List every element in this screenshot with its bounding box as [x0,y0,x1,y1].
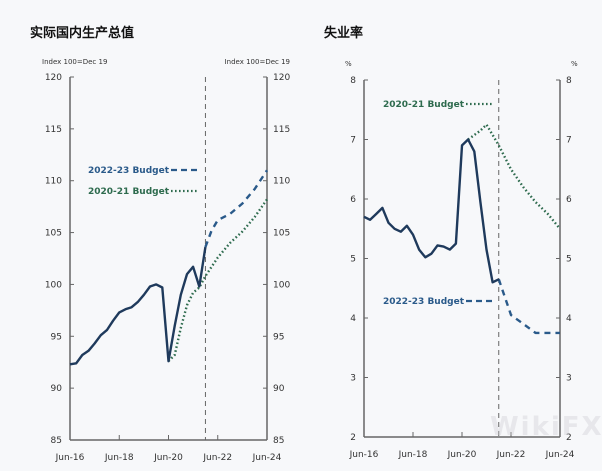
unemp-xtick-label: Jun-20 [447,450,477,460]
unemp-ytick-label-right: 4 [566,314,572,324]
gdp-xtick-label: Jun-22 [202,453,232,463]
unemp-ytick-label-left: 8 [350,76,356,86]
gdp-series-budget-2020 [167,198,268,363]
gdp-series-actual [69,246,207,366]
gdp-left-unit-label: Index 100=Dec 19 [42,58,107,66]
unemp-legend-label-budget-2022: 2022-23 Budget [383,297,465,307]
gdp-ytick-label-left: 110 [45,177,62,187]
gdp-ytick-label-left: 95 [51,332,62,342]
unemp-ytick-label-right: 6 [566,195,572,205]
gdp-chart-title: 实际国内生产总值 [30,26,135,41]
unemp-series-actual [363,138,500,284]
unemp-ytick-label-left: 5 [350,255,356,265]
unemp-ytick-label-right: 2 [566,433,572,443]
gdp-xtick-label: Jun-24 [252,453,282,463]
gdp-right-unit-label: Index 100=Dec 19 [225,58,290,66]
unemp-left-unit-label: % [345,60,352,68]
gdp-ytick-label-right: 115 [273,125,290,135]
gdp-series-budget-2022 [204,169,269,248]
unemp-ytick-label-right: 7 [566,136,572,146]
gdp-legend-label-budget-2020: 2020-21 Budget [88,187,170,197]
unemp-ytick-label-left: 3 [350,374,356,384]
gdp-xtick-label: Jun-20 [153,453,183,463]
gdp-legend-label-budget-2022: 2022-23 Budget [88,166,170,176]
unemp-xtick-label: Jun-18 [398,450,428,460]
unemp-ytick-label-left: 2 [350,433,356,443]
gdp-ytick-label-left: 100 [45,280,62,290]
gdp-ytick-label-right: 100 [273,280,290,290]
gdp-ytick-label-right: 105 [273,229,290,239]
gdp-ytick-label-left: 90 [51,384,63,394]
unemp-ytick-label-right: 8 [566,76,572,86]
unemp-ytick-label-right: 3 [566,374,572,384]
gdp-ytick-label-right: 120 [273,73,290,83]
unemp-right-unit-label: % [571,60,578,68]
unemp-series-budget-2022 [497,278,560,335]
gdp-ytick-label-right: 90 [273,384,285,394]
gdp-ytick-label-left: 105 [45,229,62,239]
gdp-xtick-label: Jun-16 [55,453,85,463]
gdp-xtick-label: Jun-18 [104,453,134,463]
unemp-ytick-label-left: 6 [350,195,356,205]
gdp-ytick-label-right: 95 [273,332,284,342]
unemp-xtick-label: Jun-22 [496,450,526,460]
gdp-ytick-label-left: 120 [45,73,62,83]
gdp-ytick-label-right: 110 [273,177,290,187]
gdp-ytick-label-left: 115 [45,125,62,135]
unemp-xtick-label: Jun-16 [349,450,379,460]
unemp-legend-label-budget-2020: 2020-21 Budget [383,100,465,110]
unemp-ytick-label-left: 7 [350,136,356,146]
watermark: WikiFX [490,412,602,442]
unemp-ytick-label-left: 4 [350,314,356,324]
gdp-ytick-label-right: 85 [273,436,284,446]
unemp-xtick-label: Jun-24 [545,450,575,460]
gdp-ytick-label-left: 85 [51,436,62,446]
unemp-ytick-label-right: 5 [566,255,572,265]
unemployment-chart-title: 失业率 [324,26,364,41]
